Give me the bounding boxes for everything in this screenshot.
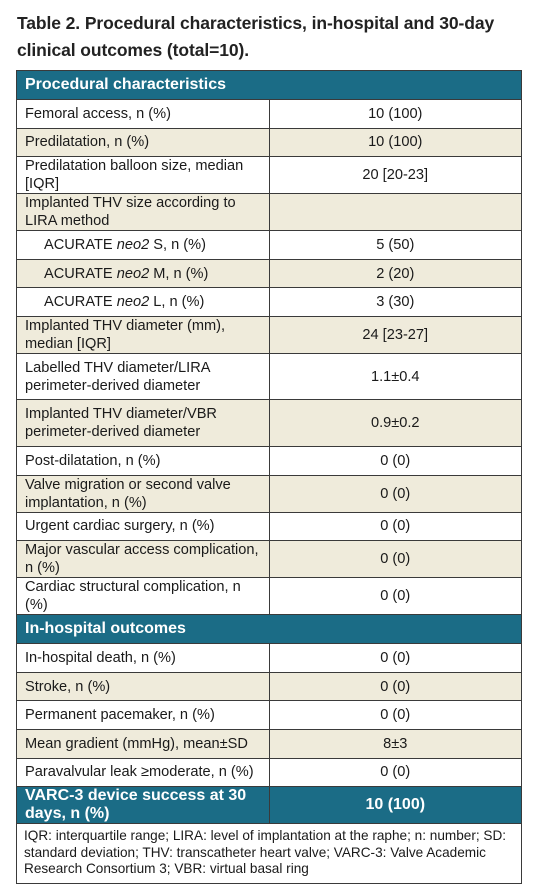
row-label: Labelled THV diameter/LIRA perimeter-der… bbox=[16, 352, 270, 401]
device-success-label: VARC-3 device success at 30 days, n (%) bbox=[16, 786, 270, 825]
table-figure: Table 2. Procedural characteristics, in-… bbox=[16, 10, 522, 884]
row-value: 0 (0) bbox=[268, 577, 522, 616]
row-label: ACURATE neo2 S, n (%) bbox=[16, 230, 270, 260]
row-label: Post-dilatation, n (%) bbox=[16, 445, 270, 476]
row-label: Urgent cardiac surgery, n (%) bbox=[16, 511, 270, 542]
section-header-row: In-hospital outcomes bbox=[16, 614, 522, 645]
table-row: Paravalvular leak ≥moderate, n (%) 0 (0) bbox=[16, 757, 522, 788]
row-label: Valve migration or second valve implanta… bbox=[16, 474, 270, 513]
row-label: ACURATE neo2 M, n (%) bbox=[16, 258, 270, 289]
row-label: Implanted THV size according to LIRA met… bbox=[16, 193, 270, 232]
row-label: Implanted THV diameter/VBR perimeter-der… bbox=[16, 399, 270, 447]
row-value: 8±3 bbox=[268, 728, 522, 759]
table-row: Mean gradient (mmHg), mean±SD 8±3 bbox=[16, 728, 522, 759]
table-row: Predilatation balloon size, median [IQR]… bbox=[16, 156, 522, 195]
row-value: 0 (0) bbox=[268, 474, 522, 513]
device-success-value: 10 (100) bbox=[268, 786, 522, 825]
row-value: 0 (0) bbox=[268, 511, 522, 542]
footnote-row: IQR: interquartile range; LIRA: level of… bbox=[16, 823, 522, 884]
row-label: ACURATE neo2 L, n (%) bbox=[16, 287, 270, 317]
row-value: 10 (100) bbox=[268, 99, 522, 129]
row-value: 3 (30) bbox=[268, 287, 522, 317]
table-row: Valve migration or second valve implanta… bbox=[16, 474, 522, 513]
table-row: Urgent cardiac surgery, n (%) 0 (0) bbox=[16, 511, 522, 542]
row-value: 24 [23-27] bbox=[268, 315, 522, 354]
table-row: Stroke, n (%) 0 (0) bbox=[16, 671, 522, 702]
table-row: Implanted THV diameter/VBR perimeter-der… bbox=[16, 399, 522, 447]
section-heading: Procedural characteristics bbox=[16, 70, 522, 100]
outcomes-table: Procedural characteristics Femoral access… bbox=[16, 70, 522, 884]
table-row: Major vascular access complication, n (%… bbox=[16, 540, 522, 579]
row-label: Paravalvular leak ≥moderate, n (%) bbox=[16, 757, 270, 788]
row-label-prefix: ACURATE bbox=[44, 294, 117, 311]
row-label: Implanted THV diameter (mm), median [IQR… bbox=[16, 315, 270, 354]
table-row: Implanted THV diameter (mm), median [IQR… bbox=[16, 315, 522, 354]
row-label: Permanent pacemaker, n (%) bbox=[16, 700, 270, 730]
row-label-italic: neo2 bbox=[116, 265, 150, 282]
row-label-prefix: ACURATE bbox=[44, 236, 117, 253]
row-label-suffix: L, n (%) bbox=[149, 294, 205, 311]
table-row: Femoral access, n (%) 10 (100) bbox=[16, 99, 522, 129]
row-label: Predilatation balloon size, median [IQR] bbox=[16, 156, 270, 195]
table-row: Cardiac structural complication, n (%) 0 … bbox=[16, 577, 522, 616]
row-value: 20 [20-23] bbox=[268, 156, 522, 195]
table-title-line-2: clinical outcomes (total=10). bbox=[17, 40, 249, 60]
row-value: 2 (20) bbox=[268, 258, 522, 289]
table-body: Procedural characteristics Femoral access… bbox=[16, 70, 522, 884]
row-label: Major vascular access complication, n (%… bbox=[16, 540, 270, 579]
row-value bbox=[268, 193, 522, 232]
row-value: 1.1±0.4 bbox=[268, 352, 522, 401]
section-heading: In-hospital outcomes bbox=[16, 614, 522, 645]
row-value: 0 (0) bbox=[268, 445, 522, 476]
row-value: 0.9±0.2 bbox=[268, 399, 522, 447]
row-value: 10 (100) bbox=[268, 127, 522, 158]
row-label-prefix: ACURATE bbox=[44, 265, 117, 282]
table-title: Table 2. Procedural characteristics, in-… bbox=[17, 10, 522, 64]
row-value: 0 (0) bbox=[268, 757, 522, 788]
row-label-italic: neo2 bbox=[116, 236, 150, 253]
table-row: Post-dilatation, n (%) 0 (0) bbox=[16, 445, 522, 476]
row-label-italic: neo2 bbox=[116, 294, 150, 311]
row-label: In-hospital death, n (%) bbox=[16, 643, 270, 673]
table-row: Implanted THV size according to LIRA met… bbox=[16, 193, 522, 232]
table-row: Permanent pacemaker, n (%) 0 (0) bbox=[16, 700, 522, 730]
table-row: Predilatation, n (%) 10 (100) bbox=[16, 127, 522, 158]
table-row: In-hospital death, n (%) 0 (0) bbox=[16, 643, 522, 673]
section-header-row: Procedural characteristics bbox=[16, 70, 522, 100]
row-label: Mean gradient (mmHg), mean±SD bbox=[16, 728, 270, 759]
table-row: ACURATE neo2 M, n (%) 2 (20) bbox=[16, 258, 522, 289]
row-label-suffix: M, n (%) bbox=[149, 265, 209, 282]
table-title-line-1: Table 2. Procedural characteristics, in-… bbox=[17, 13, 495, 33]
row-value: 0 (0) bbox=[268, 540, 522, 579]
row-label: Predilatation, n (%) bbox=[16, 127, 270, 158]
device-success-row: VARC-3 device success at 30 days, n (%) 1… bbox=[16, 786, 522, 825]
table-row: ACURATE neo2 L, n (%) 3 (30) bbox=[16, 287, 522, 317]
row-value: 0 (0) bbox=[268, 700, 522, 730]
table-row: ACURATE neo2 S, n (%) 5 (50) bbox=[16, 230, 522, 260]
table-row: Labelled THV diameter/LIRA perimeter-der… bbox=[16, 352, 522, 401]
row-label-suffix: S, n (%) bbox=[149, 236, 206, 253]
row-label: Femoral access, n (%) bbox=[16, 99, 270, 129]
row-label: Stroke, n (%) bbox=[16, 671, 270, 702]
row-value: 5 (50) bbox=[268, 230, 522, 260]
table-footnote: IQR: interquartile range; LIRA: level of… bbox=[16, 823, 522, 884]
row-value: 0 (0) bbox=[268, 671, 522, 702]
row-label: Cardiac structural complication, n (%) bbox=[16, 577, 270, 616]
row-value: 0 (0) bbox=[268, 643, 522, 673]
